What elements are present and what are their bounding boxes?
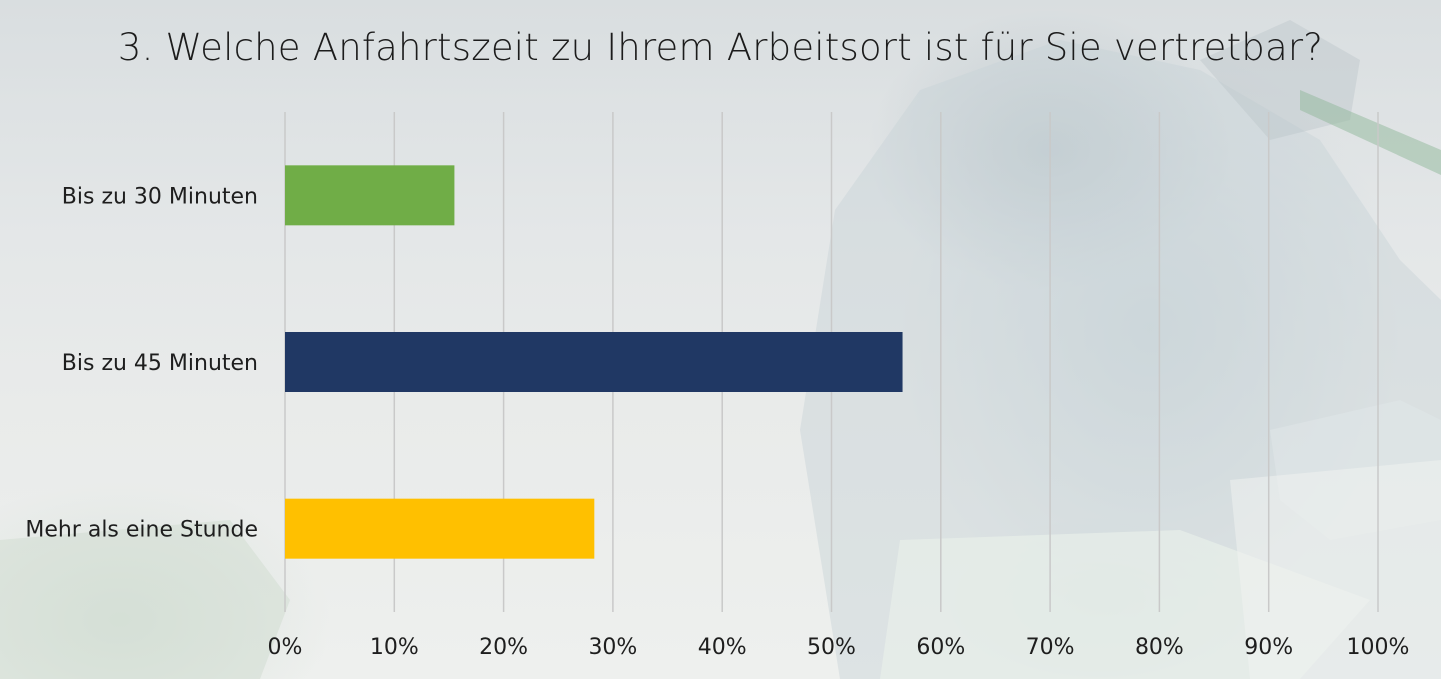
x-tick-label: 30% — [588, 635, 637, 660]
category-labels: Bis zu 30 Minuten Bis zu 45 Minuten Mehr a… — [25, 184, 258, 542]
x-tick-label: 50% — [807, 635, 856, 660]
category-label: Mehr als eine Stunde — [25, 518, 258, 543]
category-label: Bis zu 45 Minuten — [62, 351, 258, 376]
bar — [285, 498, 595, 559]
x-tick-label: 10% — [370, 635, 419, 660]
x-axis-tick-labels: 0% 10% 20% 30% 40% 50% 60% 70% 80% 90% 100% — [268, 635, 1410, 660]
x-tick-label: 90% — [1244, 635, 1293, 660]
x-tick-label: 60% — [916, 635, 965, 660]
x-tick-label: 100% — [1347, 635, 1410, 660]
x-tick-label: 0% — [268, 635, 303, 660]
category-label: Bis zu 30 Minuten — [62, 184, 258, 209]
bar — [285, 332, 903, 392]
bars — [285, 165, 903, 559]
x-tick-label: 20% — [479, 635, 528, 660]
x-tick-label: 40% — [698, 635, 747, 660]
chart-title: 3. Welche Anfahrtszeit zu Ihrem Arbeitso… — [117, 26, 1324, 69]
x-tick-label: 70% — [1026, 635, 1075, 660]
x-tick-label: 80% — [1135, 635, 1184, 660]
bar — [285, 165, 455, 226]
